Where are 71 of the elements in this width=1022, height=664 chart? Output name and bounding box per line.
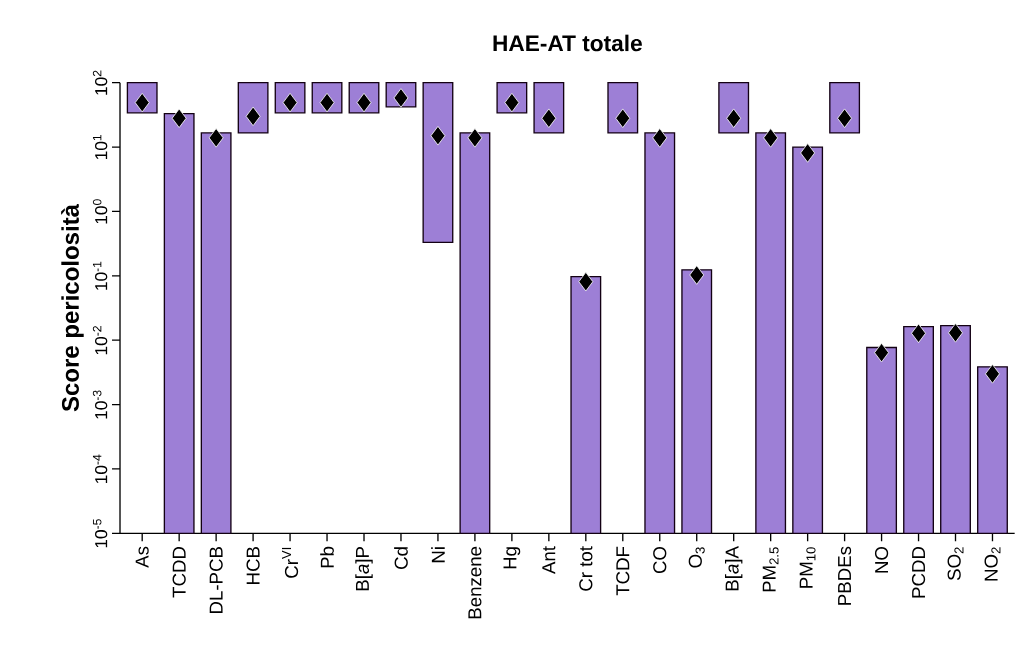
point: [504, 92, 520, 113]
x-tick-label: Cr$^{VI}$: [281, 547, 299, 578]
point: [615, 108, 631, 128]
point: [430, 125, 446, 146]
point: [837, 108, 852, 128]
bar: [866, 346, 898, 534]
x-tick-label: PM$_{2.5}$: [762, 547, 779, 592]
bar: [459, 132, 491, 534]
x-tick-label: B[a]P: [355, 546, 373, 591]
point: [578, 271, 594, 292]
point: [911, 323, 926, 344]
point: [208, 128, 224, 148]
x-tick-label: Cr tot: [579, 546, 593, 591]
x-tick-label: SO$_{2}$: [947, 547, 964, 581]
bar: [681, 269, 713, 534]
x-tick-label: Ni: [431, 547, 445, 563]
bar: [940, 325, 971, 534]
point: [134, 92, 150, 113]
chart-title: HAE-AT totale: [493, 34, 642, 52]
x-tick-label: TCDD: [172, 546, 186, 598]
point: [282, 92, 298, 113]
x-tick-label: NO: [874, 546, 889, 573]
point: [874, 342, 889, 363]
bar: [163, 113, 195, 534]
point: [689, 265, 705, 285]
point: [948, 323, 963, 343]
point: [652, 128, 668, 148]
y-tick-label: 10$^{-1}$: [92, 261, 108, 290]
bar: [755, 132, 787, 534]
bar: [644, 132, 676, 534]
point: [319, 92, 335, 113]
point: [763, 128, 779, 148]
x-tick-label: CO: [653, 546, 667, 574]
y-tick-label: 10$^{0}$: [92, 199, 108, 224]
point: [356, 92, 372, 113]
bar: [792, 146, 824, 534]
x-tick-label: B[a]A: [724, 546, 743, 591]
x-tick-label: Hg: [503, 547, 521, 569]
point: [245, 106, 261, 127]
point: [985, 364, 1000, 384]
x-tick-label: PBDEs: [838, 546, 852, 605]
x-tick-label: PCDD: [911, 546, 926, 598]
x-tick-label: Cd: [394, 547, 408, 569]
x-tick-label: As: [135, 546, 149, 568]
bar: [422, 82, 454, 244]
bar: [570, 275, 602, 534]
bar: [200, 132, 232, 534]
y-tick-label: 10$^{-5}$: [92, 519, 108, 548]
bar: [903, 326, 934, 534]
x-tick-label: DL-PCB: [209, 547, 223, 613]
point: [171, 108, 187, 128]
point: [393, 88, 409, 108]
point: [800, 143, 816, 163]
y-tick-label: 10$^{-3}$: [92, 390, 108, 419]
y-axis-title: Score pericolosità: [61, 203, 84, 412]
x-tick-label: Ant: [542, 546, 556, 574]
x-tick-label: HCB: [246, 547, 260, 584]
bar: [977, 366, 1008, 534]
y-tick-label: 10$^{1}$: [92, 134, 108, 160]
x-tick-label: TCDF: [616, 546, 630, 596]
point: [541, 108, 557, 128]
x-tick-label: Pb: [320, 546, 334, 568]
y-tick-label: 10$^{-4}$: [92, 454, 108, 483]
point: [726, 108, 742, 128]
x-tick-label: NO$_{2}$: [984, 547, 1001, 581]
x-tick-label: Benzene: [468, 546, 482, 619]
y-tick-label: 10$^{-2}$: [92, 326, 108, 355]
y-tick-label: 10$^{2}$: [92, 70, 108, 95]
x-tick-label: O$_{3}$: [688, 547, 705, 568]
point: [467, 128, 483, 148]
x-tick-label: PM$_{10}$: [799, 547, 816, 588]
